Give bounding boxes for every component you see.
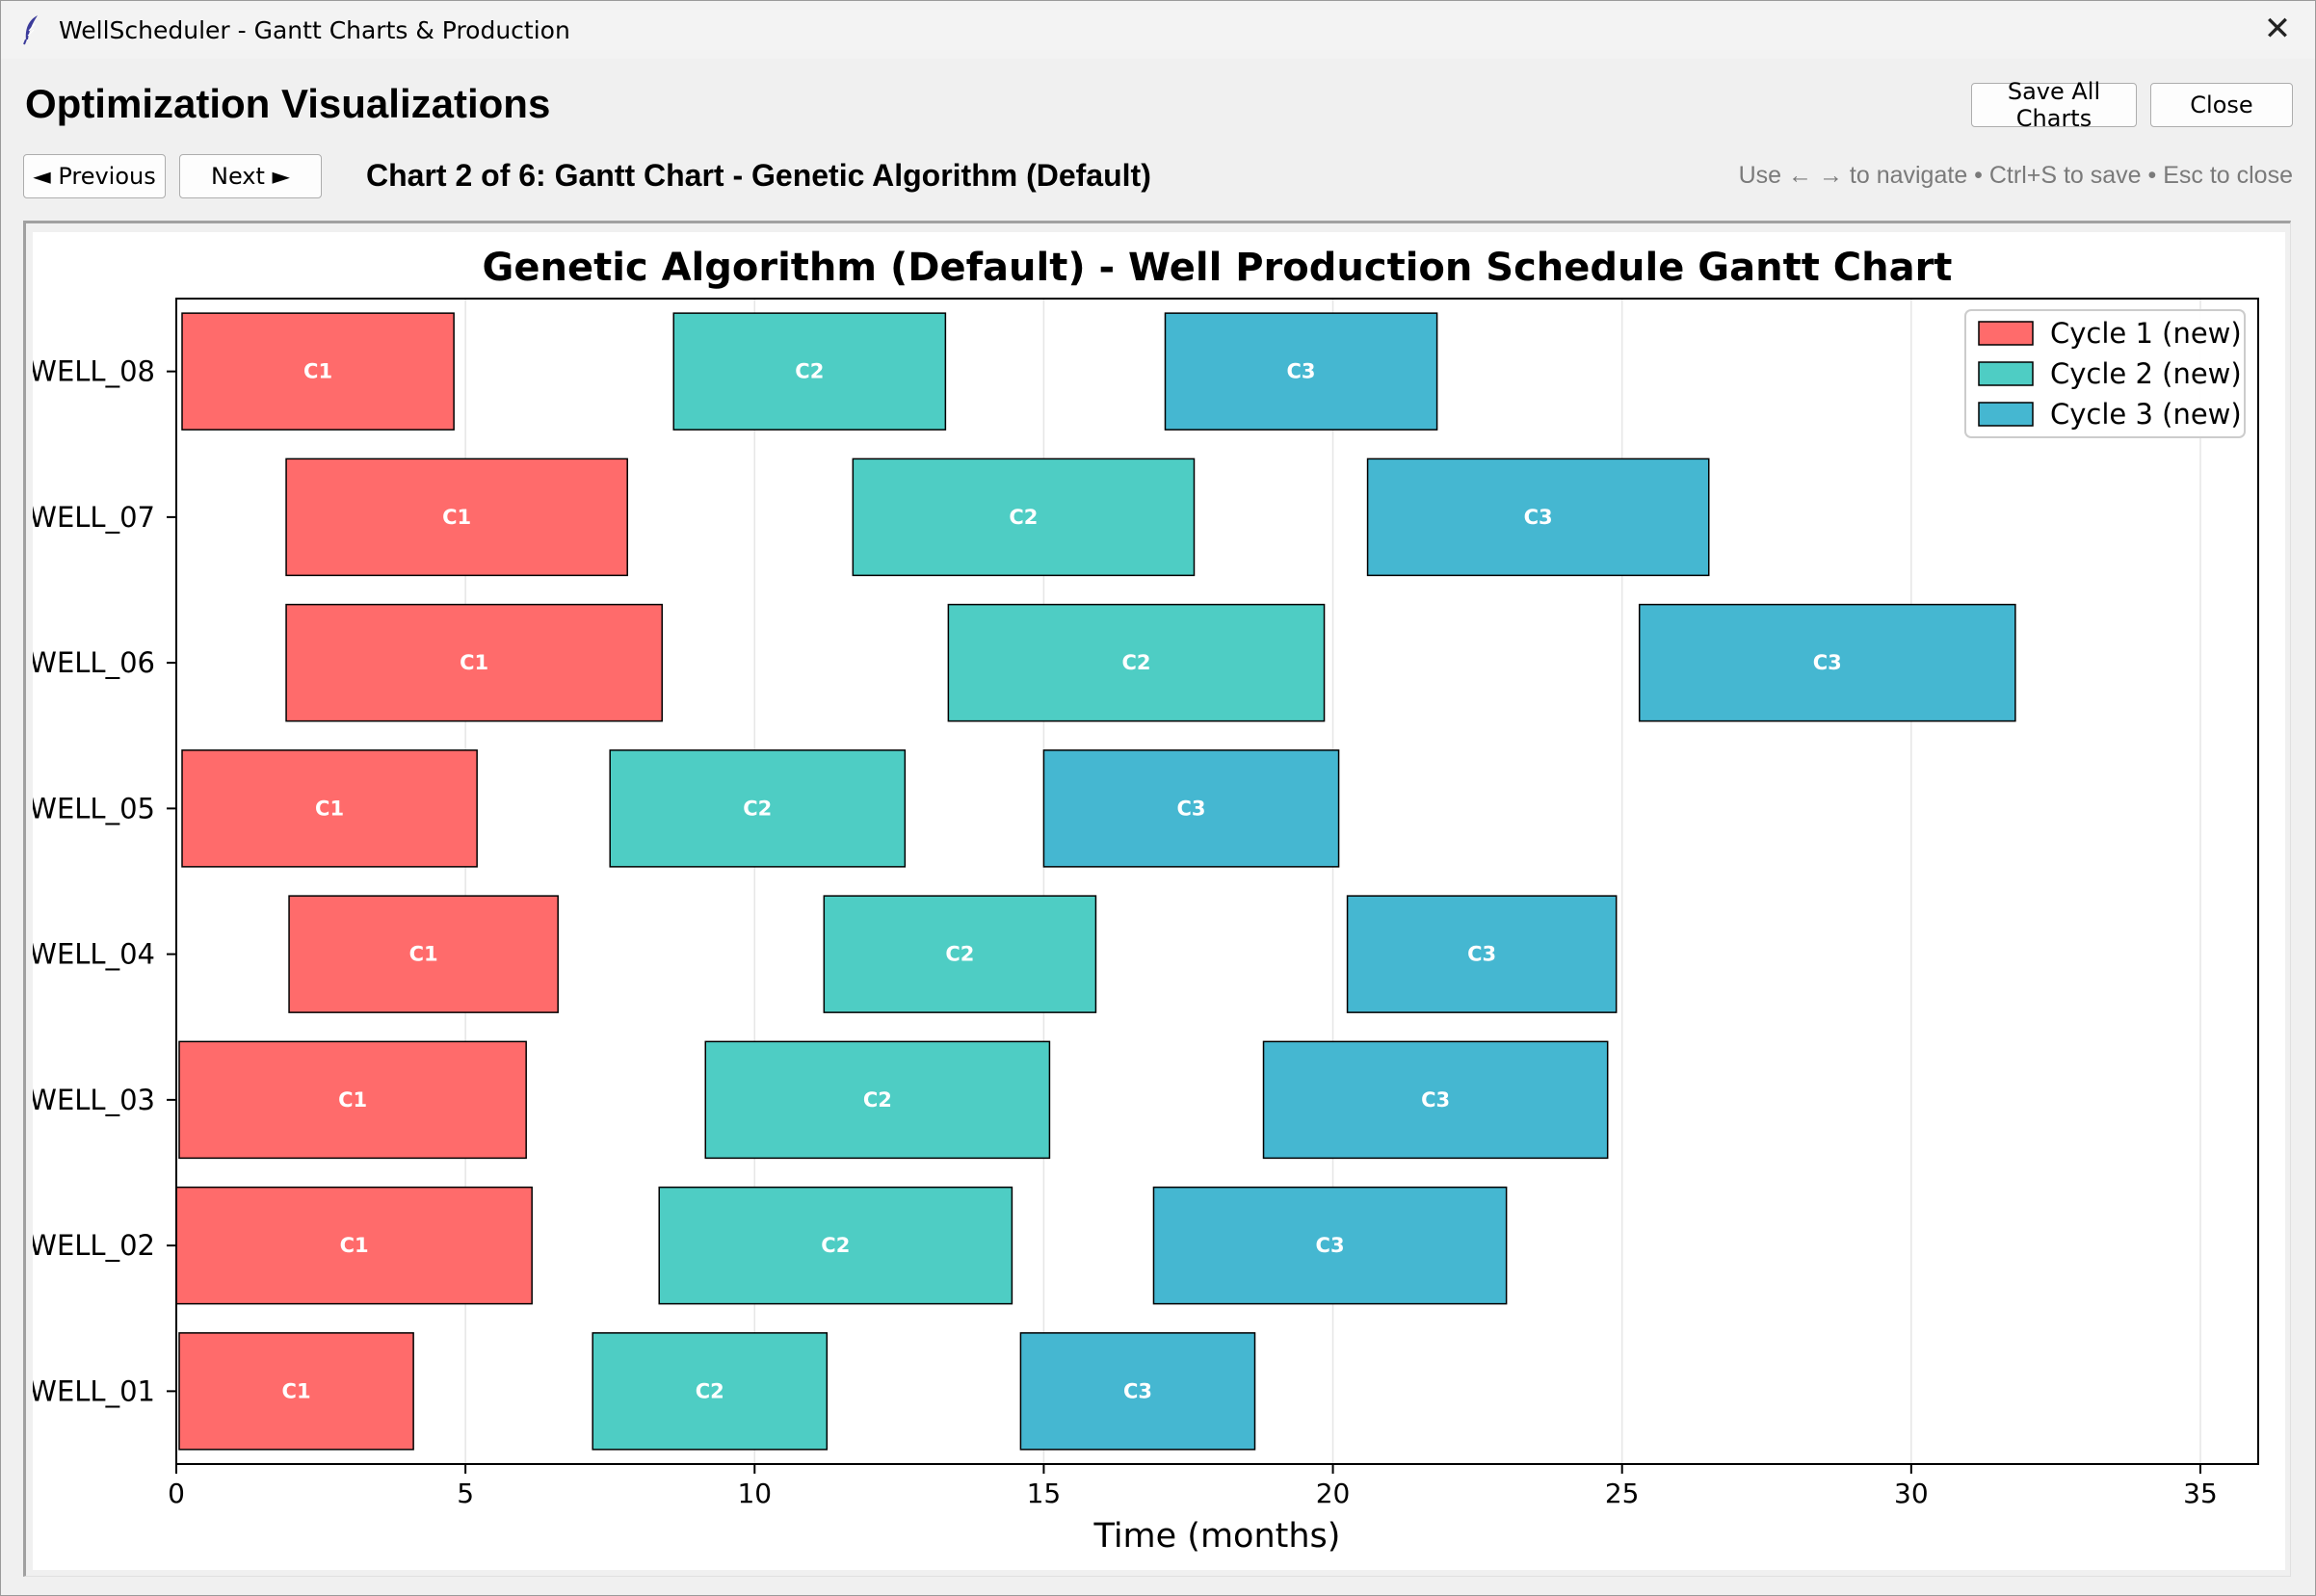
gantt-bar — [1346, 895, 1618, 1013]
bar-label: C1 — [338, 1088, 367, 1112]
y-tick-label: WELL_06 — [33, 646, 155, 679]
x-tick-label: 10 — [737, 1478, 772, 1509]
close-icon: ✕ — [2263, 10, 2292, 48]
gantt-bar — [852, 458, 1196, 577]
close-button[interactable]: Close — [2150, 83, 2293, 127]
gantt-bar — [181, 312, 455, 431]
gantt-bar — [1262, 1040, 1609, 1160]
y-tick-label: WELL_05 — [33, 792, 155, 824]
gantt-bar — [178, 1332, 414, 1451]
gantt-bar — [1366, 458, 1710, 577]
previous-button[interactable]: ◄ Previous — [23, 154, 166, 198]
bar-label: C1 — [340, 1234, 369, 1257]
bar-label: C2 — [696, 1379, 724, 1402]
x-tick-label: 15 — [1027, 1478, 1062, 1509]
chart-title: Genetic Algorithm (Default) - Well Produ… — [483, 246, 1953, 290]
bar-label: C3 — [1287, 360, 1316, 383]
x-tick-label: 30 — [1894, 1478, 1929, 1509]
x-tick-label: 25 — [1605, 1478, 1640, 1509]
gantt-bar — [704, 1040, 1051, 1160]
gantt-bar — [672, 312, 947, 431]
window-close-button[interactable]: ✕ — [2251, 5, 2303, 53]
page-title: Optimization Visualizations — [25, 81, 551, 126]
bar-label: C2 — [945, 943, 974, 966]
y-tick-label: WELL_07 — [33, 501, 155, 534]
y-tick-label: WELL_01 — [33, 1374, 155, 1407]
legend-swatch — [1978, 321, 2034, 346]
gantt-bar — [947, 603, 1326, 722]
bar-label: C2 — [863, 1088, 892, 1112]
bar-label: C1 — [409, 943, 438, 966]
y-tick-label: WELL_08 — [33, 355, 155, 388]
bar-label: C3 — [1467, 943, 1496, 966]
gantt-bar — [1164, 312, 1438, 431]
legend-box — [1964, 309, 2246, 438]
gantt-bar — [823, 895, 1097, 1013]
y-tick-label: WELL_02 — [33, 1229, 155, 1262]
y-tick-label: WELL_03 — [33, 1084, 155, 1116]
gantt-bar — [1638, 603, 2016, 722]
gantt-bar — [181, 749, 478, 868]
gantt-chart: C1 C1 C1 C1 C1 C1 C1 C1 C2 C2 C2 C2 C2 C2 C2 C2 C3 C3 C3 C3… — [33, 232, 2285, 1570]
title-bar: WellScheduler - Gantt Charts & Productio… — [1, 1, 2315, 59]
bar-label: C3 — [1316, 1234, 1345, 1257]
save-all-charts-button[interactable]: Save All Charts — [1971, 78, 2137, 132]
bar-label: C1 — [303, 360, 332, 383]
bar-label: C2 — [821, 1234, 850, 1257]
feather-icon — [23, 15, 38, 45]
bar-label: C2 — [1121, 651, 1150, 674]
gantt-bar — [592, 1332, 829, 1451]
bar-label: C3 — [1176, 797, 1205, 820]
bar-label: C2 — [743, 797, 772, 820]
plot-frame — [175, 298, 2259, 1465]
gantt-bar — [1019, 1332, 1256, 1451]
bar-label: C3 — [1421, 1088, 1450, 1112]
gantt-bar — [285, 458, 628, 577]
gantt-bar — [178, 1040, 527, 1160]
window-title: WellScheduler - Gantt Charts & Productio… — [59, 16, 570, 44]
bar-label: C1 — [442, 506, 471, 529]
chart-caption: Chart 2 of 6: Gantt Chart - Genetic Algo… — [366, 158, 1151, 193]
bar-label: C1 — [460, 651, 488, 674]
gantt-bar — [609, 749, 907, 868]
legend-entry: Cycle 2 (new) — [2050, 357, 2242, 390]
gantt-bar — [658, 1186, 1013, 1305]
bar-label: C2 — [795, 360, 824, 383]
bar-label: C2 — [1009, 506, 1038, 529]
legend-entry: Cycle 3 (new) — [2050, 398, 2242, 431]
bar-label: C1 — [315, 797, 344, 820]
bar-label: C3 — [1524, 506, 1553, 529]
x-tick-label: 20 — [1316, 1478, 1351, 1509]
gantt-bar — [285, 603, 663, 722]
x-tick-label: 5 — [457, 1478, 474, 1509]
x-tick-label: 35 — [2183, 1478, 2218, 1509]
bar-label: C3 — [1123, 1379, 1152, 1402]
gantt-bar — [1042, 749, 1340, 868]
legend-swatch — [1978, 361, 2034, 386]
gantt-bar — [1152, 1186, 1508, 1305]
legend-entry: Cycle 1 (new) — [2050, 317, 2242, 350]
x-axis-label: Time (months) — [1093, 1517, 1341, 1556]
x-tick-label: 0 — [168, 1478, 185, 1509]
y-tick-label: WELL_04 — [33, 938, 155, 971]
keyboard-hint: Use ← → to navigate • Ctrl+S to save • E… — [1738, 162, 2293, 189]
gantt-bar — [175, 1186, 533, 1305]
bar-label: C1 — [282, 1379, 311, 1402]
next-button[interactable]: Next ► — [179, 154, 322, 198]
legend-swatch — [1978, 402, 2034, 427]
gantt-bar — [288, 895, 559, 1013]
bar-label: C3 — [1813, 651, 1842, 674]
